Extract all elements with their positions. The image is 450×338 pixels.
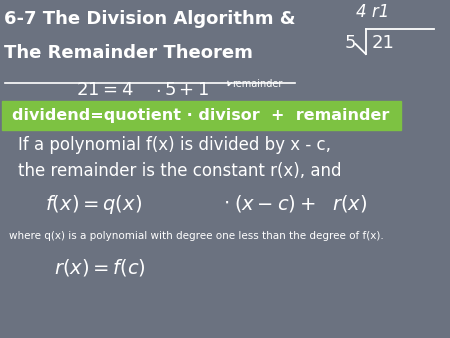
Text: the remainder is the constant r(x), and: the remainder is the constant r(x), and xyxy=(18,162,342,179)
Text: $f(x) = q(x)$: $f(x) = q(x)$ xyxy=(45,193,142,216)
Text: The Remainder Theorem: The Remainder Theorem xyxy=(4,44,253,62)
Text: $5 + 1$: $5 + 1$ xyxy=(164,81,210,99)
Text: 21: 21 xyxy=(371,34,394,52)
Text: $r(x) = f(c)$: $r(x) = f(c)$ xyxy=(54,257,146,278)
Text: $\cdot$: $\cdot$ xyxy=(155,81,161,99)
Text: $\cdot$: $\cdot$ xyxy=(223,193,229,212)
Text: 6-7 The Division Algorithm &: 6-7 The Division Algorithm & xyxy=(4,10,296,28)
Text: $(x - c) +\ \ r(x)$: $(x - c) +\ \ r(x)$ xyxy=(234,193,367,214)
Text: 4 r1: 4 r1 xyxy=(356,3,389,21)
Text: If a polynomial f(x) is divided by x - c,: If a polynomial f(x) is divided by x - c… xyxy=(18,136,331,154)
Text: $21 = 4$: $21 = 4$ xyxy=(76,81,134,99)
Text: where q(x) is a polynomial with degree one less than the degree of f(x).: where q(x) is a polynomial with degree o… xyxy=(9,231,384,241)
Text: remainder: remainder xyxy=(232,79,282,90)
Text: 5: 5 xyxy=(344,34,356,52)
Text: dividend=quotient · divisor  +  remainder: dividend=quotient · divisor + remainder xyxy=(12,108,389,123)
FancyBboxPatch shape xyxy=(2,101,400,130)
